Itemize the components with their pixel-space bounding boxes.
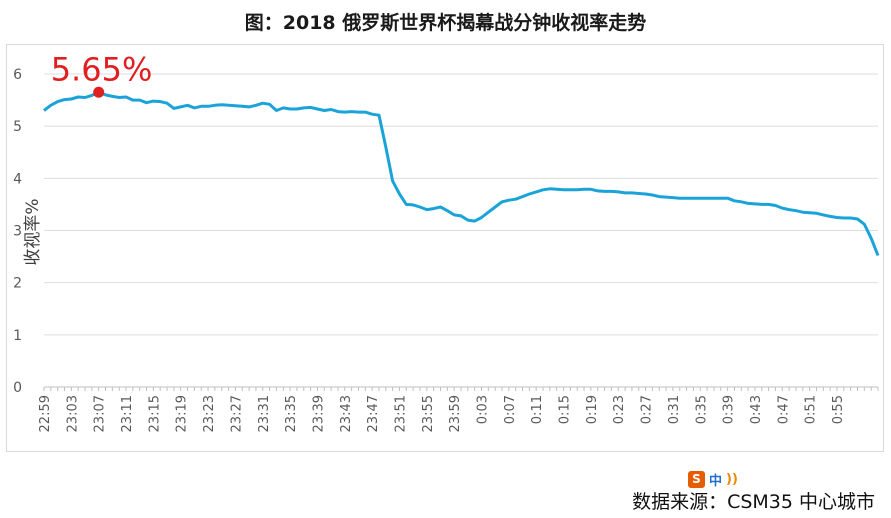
x-tick-label: 0:43: [749, 395, 764, 424]
language-icon: 中: [709, 473, 723, 489]
sohu-logo-icon: S: [688, 470, 705, 488]
x-tick-label: 23:23: [202, 395, 217, 432]
x-tick-label: 23:47: [366, 395, 381, 432]
x-tick-label: 0:35: [694, 395, 709, 424]
x-tick-label: 23:59: [448, 395, 463, 432]
y-tick-label: 6: [13, 67, 22, 83]
x-tick-label: 23:51: [393, 395, 408, 432]
y-tick-label: 3: [13, 224, 22, 240]
data-source-note: 数据来源：CSM35 中心城市: [632, 491, 875, 513]
rss-icon: )): [726, 471, 738, 487]
x-tick-label: 23:07: [93, 395, 108, 432]
chart-frame: [6, 44, 884, 452]
x-tick-label: 0:47: [776, 395, 791, 424]
y-tick-label: 0: [13, 380, 22, 396]
peak-point: [93, 86, 105, 98]
x-tick-label: 23:19: [175, 395, 190, 432]
x-tick-label: 0:31: [667, 395, 682, 424]
x-tick-label: 23:55: [421, 395, 436, 432]
x-tick-label: 23:11: [120, 395, 135, 432]
x-tick-label: 23:39: [311, 395, 326, 432]
x-tick-label: 0:07: [503, 395, 518, 424]
x-tick-label: 23:31: [257, 395, 272, 432]
x-tick-label: 0:51: [804, 395, 819, 424]
y-tick-label: 2: [13, 276, 22, 292]
x-tick-label: 0:11: [530, 395, 545, 424]
x-tick-label: 0:03: [476, 395, 491, 424]
y-tick-label: 4: [13, 171, 22, 187]
x-tick-label: 0:19: [585, 395, 600, 424]
x-tick-label: 0:27: [640, 395, 655, 424]
x-tick-label: 0:55: [831, 395, 846, 424]
site-watermark: S 中 )): [688, 469, 738, 489]
x-tick-label: 0:15: [558, 395, 573, 424]
x-tick-label: 22:59: [38, 395, 53, 432]
x-tick-label: 23:03: [65, 395, 80, 432]
x-tick-label: 23:35: [284, 395, 299, 432]
x-tick-label: 0:23: [612, 395, 627, 424]
y-axis-label: 收视率%: [23, 198, 43, 265]
chart-title: 图：2018 俄罗斯世界杯揭幕战分钟收视率走势: [244, 12, 647, 34]
y-tick-label: 1: [13, 328, 22, 344]
rating-series-line: [43, 90, 880, 257]
x-tick-label: 23:15: [147, 395, 162, 432]
x-tick-label: 0:39: [722, 395, 737, 424]
peak-label: 5.65%: [51, 50, 153, 88]
x-tick-label: 23:27: [229, 395, 244, 432]
y-tick-label: 5: [13, 119, 22, 135]
x-tick-label: 23:43: [339, 395, 354, 432]
